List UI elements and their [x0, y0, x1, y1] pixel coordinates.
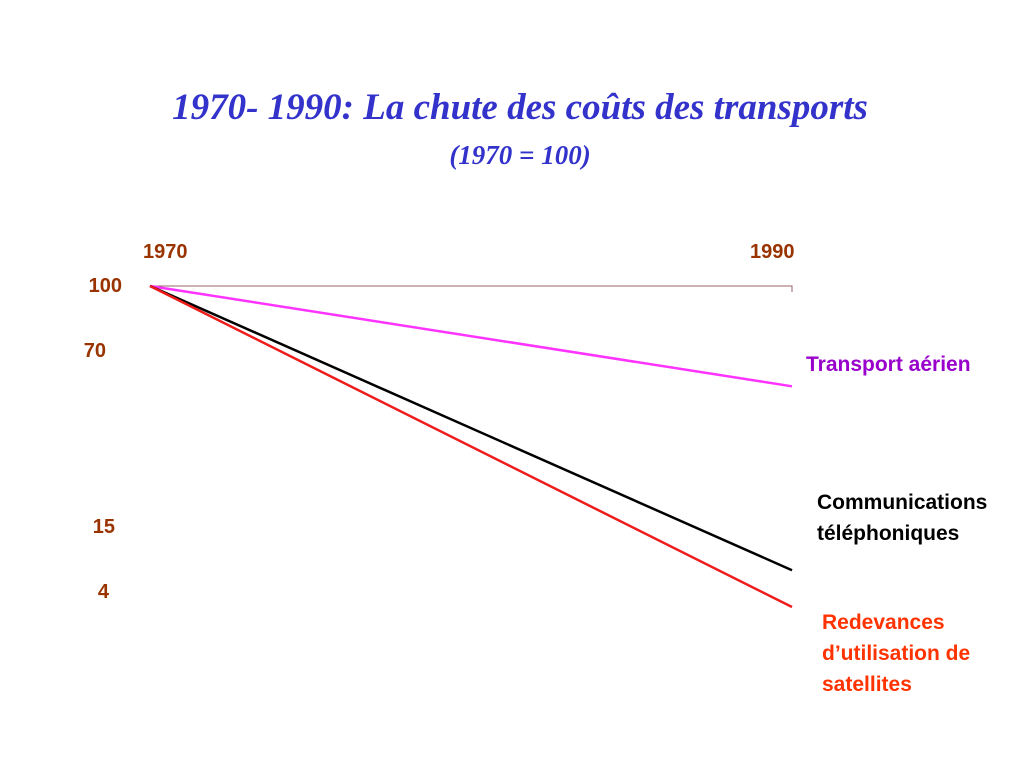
baseline-100	[150, 285, 793, 292]
series-line-3	[149, 284, 793, 609]
y-tick-100: 100	[88, 275, 122, 297]
legend-label-communications: Communications téléphoniques	[817, 491, 988, 545]
legend-label-transport-aerien: Transport aérien	[806, 353, 971, 376]
y-tick-15: 15	[92, 516, 115, 538]
y-tick-4: 4	[97, 581, 109, 603]
x-tick-1990: 1990	[750, 241, 795, 263]
x-tick-1970: 1970	[143, 241, 188, 263]
legend-label-satellites: Redevances d’utilisation de satellites	[822, 611, 971, 696]
y-tick-70: 70	[83, 340, 106, 362]
chart-subtitle: (1970 = 100)	[449, 140, 591, 170]
chart-title: 1970- 1990: La chute des coûts des trans…	[172, 87, 868, 128]
series-line-1	[149, 284, 793, 388]
series-line-2	[149, 284, 793, 572]
